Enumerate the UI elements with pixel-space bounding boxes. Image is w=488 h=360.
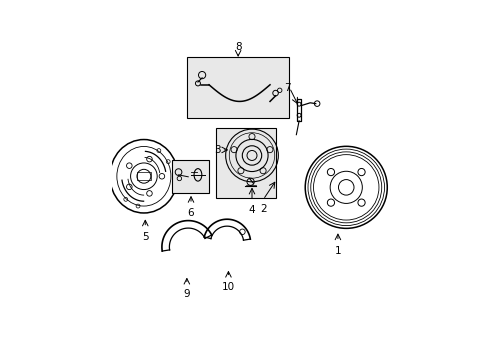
- Text: 9: 9: [183, 288, 190, 298]
- Bar: [137, 172, 150, 180]
- Text: 4: 4: [248, 205, 255, 215]
- Text: 6: 6: [187, 208, 194, 218]
- Text: 5: 5: [142, 232, 148, 242]
- FancyBboxPatch shape: [186, 57, 289, 118]
- Text: 7: 7: [284, 82, 290, 93]
- Text: 10: 10: [222, 282, 235, 292]
- Text: 8: 8: [234, 41, 241, 51]
- Text: 1: 1: [334, 246, 341, 256]
- Text: 2: 2: [259, 204, 266, 214]
- Text: 3: 3: [214, 145, 220, 155]
- FancyBboxPatch shape: [171, 159, 208, 193]
- FancyBboxPatch shape: [216, 128, 275, 198]
